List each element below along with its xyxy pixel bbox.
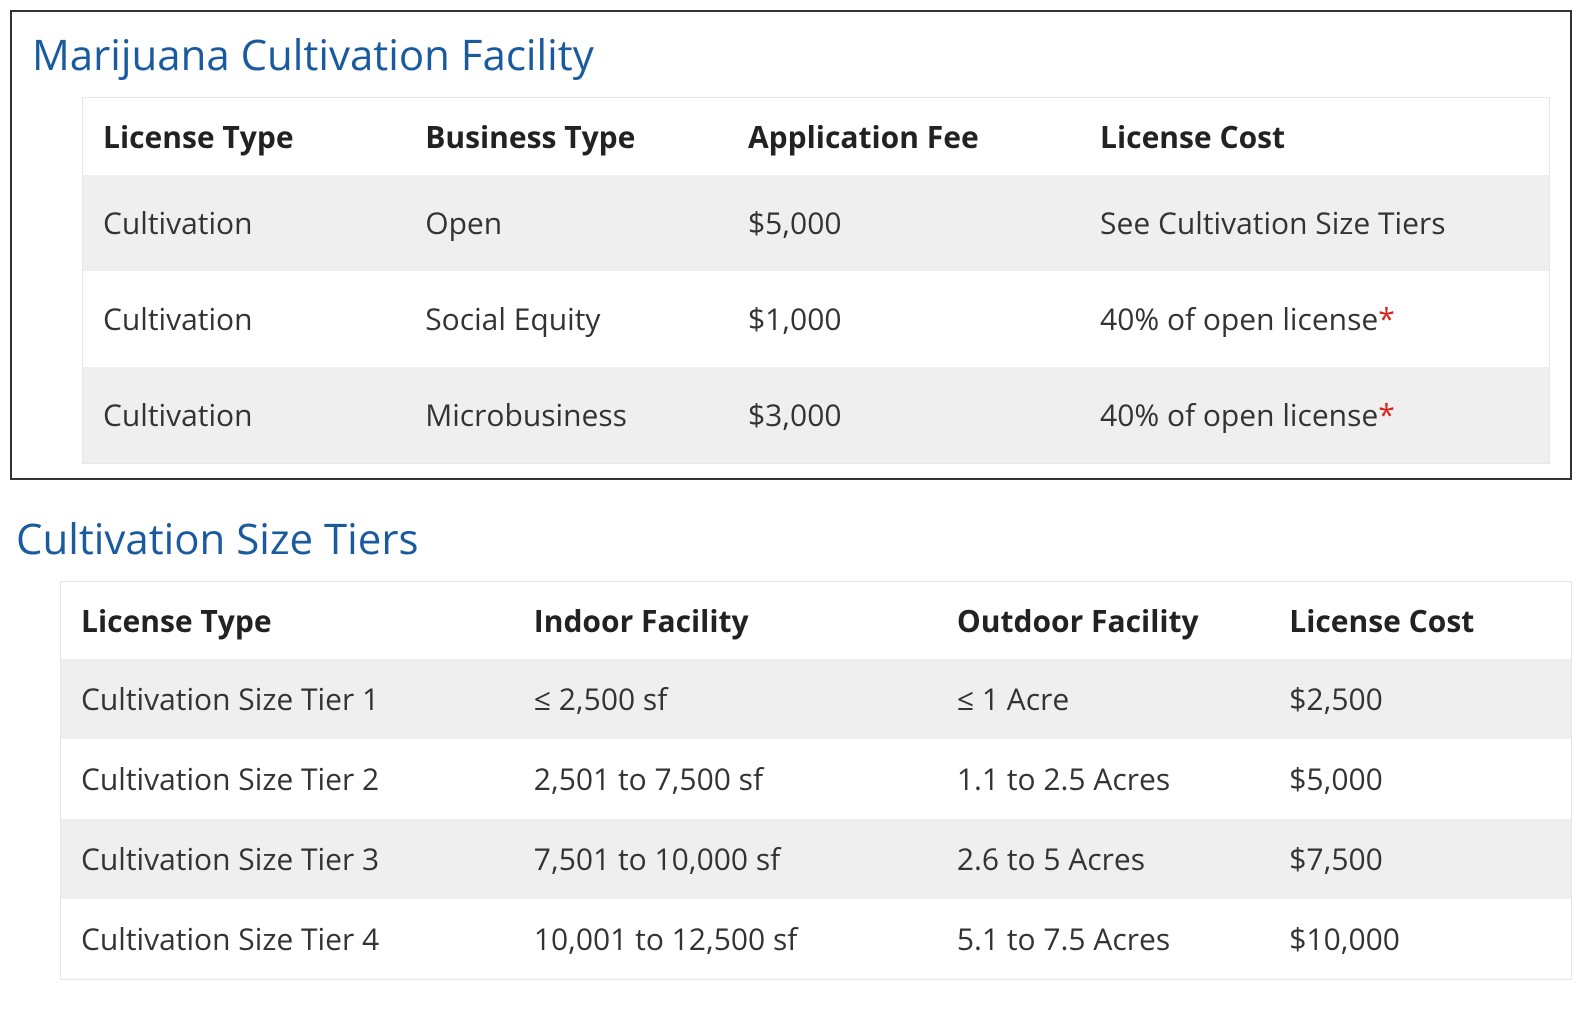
cell-application-fee: $3,000 bbox=[728, 367, 1080, 464]
col-indoor: Indoor Facility bbox=[514, 582, 937, 660]
cell-license-type: Cultivation Size Tier 4 bbox=[61, 899, 514, 980]
cell-indoor: 7,501 to 10,000 sf bbox=[514, 819, 937, 899]
table-row: Cultivation Size Tier 37,501 to 10,000 s… bbox=[61, 819, 1572, 899]
cell-license-type: Cultivation Size Tier 3 bbox=[61, 819, 514, 899]
cell-outdoor: 1.1 to 2.5 Acres bbox=[937, 739, 1269, 819]
cell-outdoor: ≤ 1 Acre bbox=[937, 659, 1269, 739]
cultivation-facility-section: Marijuana Cultivation Facility License T… bbox=[10, 10, 1572, 480]
col-outdoor: Outdoor Facility bbox=[937, 582, 1269, 660]
license-cost-text: 40% of open license bbox=[1100, 394, 1378, 435]
cell-outdoor: 5.1 to 7.5 Acres bbox=[937, 899, 1269, 980]
license-cost-text: See Cultivation Size Tiers bbox=[1100, 202, 1445, 243]
col-license-cost: License Cost bbox=[1080, 98, 1549, 176]
col-license-type: License Type bbox=[83, 98, 406, 176]
table-row: CultivationMicrobusiness$3,00040% of ope… bbox=[83, 367, 1550, 464]
cell-business-type: Open bbox=[405, 175, 728, 271]
table-row: Cultivation Size Tier 1≤ 2,500 sf≤ 1 Acr… bbox=[61, 659, 1572, 739]
cell-indoor: 10,001 to 12,500 sf bbox=[514, 899, 937, 980]
cell-license-cost: $10,000 bbox=[1269, 899, 1571, 980]
cell-license-cost: $2,500 bbox=[1269, 659, 1571, 739]
table-row: Cultivation Size Tier 22,501 to 7,500 sf… bbox=[61, 739, 1572, 819]
section-title: Marijuana Cultivation Facility bbox=[32, 26, 1550, 83]
table-header-row: License Type Indoor Facility Outdoor Fac… bbox=[61, 582, 1572, 660]
tiers-table: License Type Indoor Facility Outdoor Fac… bbox=[60, 581, 1572, 980]
col-application-fee: Application Fee bbox=[728, 98, 1080, 176]
cell-license-cost: 40% of open license* bbox=[1080, 271, 1549, 367]
cell-license-cost: $7,500 bbox=[1269, 819, 1571, 899]
cell-license-cost: 40% of open license* bbox=[1080, 367, 1549, 464]
col-business-type: Business Type bbox=[405, 98, 728, 176]
cell-license-type: Cultivation bbox=[83, 175, 406, 271]
cell-license-cost: See Cultivation Size Tiers bbox=[1080, 175, 1549, 271]
cell-license-type: Cultivation Size Tier 1 bbox=[61, 659, 514, 739]
cell-application-fee: $1,000 bbox=[728, 271, 1080, 367]
cell-business-type: Microbusiness bbox=[405, 367, 728, 464]
cell-indoor: 2,501 to 7,500 sf bbox=[514, 739, 937, 819]
size-tiers-section: Cultivation Size Tiers License Type Indo… bbox=[10, 510, 1572, 980]
table-header-row: License Type Business Type Application F… bbox=[83, 98, 1550, 176]
cell-license-cost: $5,000 bbox=[1269, 739, 1571, 819]
cell-outdoor: 2.6 to 5 Acres bbox=[937, 819, 1269, 899]
cell-indoor: ≤ 2,500 sf bbox=[514, 659, 937, 739]
cell-business-type: Social Equity bbox=[405, 271, 728, 367]
asterisk-icon: * bbox=[1378, 394, 1395, 435]
facility-table: License Type Business Type Application F… bbox=[82, 97, 1550, 464]
col-license-cost: License Cost bbox=[1269, 582, 1571, 660]
table-row: CultivationSocial Equity$1,00040% of ope… bbox=[83, 271, 1550, 367]
cell-license-type: Cultivation bbox=[83, 367, 406, 464]
cell-license-type: Cultivation bbox=[83, 271, 406, 367]
table-row: Cultivation Size Tier 410,001 to 12,500 … bbox=[61, 899, 1572, 980]
license-cost-text: 40% of open license bbox=[1100, 298, 1378, 339]
section-title: Cultivation Size Tiers bbox=[16, 510, 1572, 567]
col-license-type: License Type bbox=[61, 582, 514, 660]
asterisk-icon: * bbox=[1378, 298, 1395, 339]
cell-application-fee: $5,000 bbox=[728, 175, 1080, 271]
table-row: CultivationOpen$5,000 See Cultivation Siz… bbox=[83, 175, 1550, 271]
cell-license-type: Cultivation Size Tier 2 bbox=[61, 739, 514, 819]
